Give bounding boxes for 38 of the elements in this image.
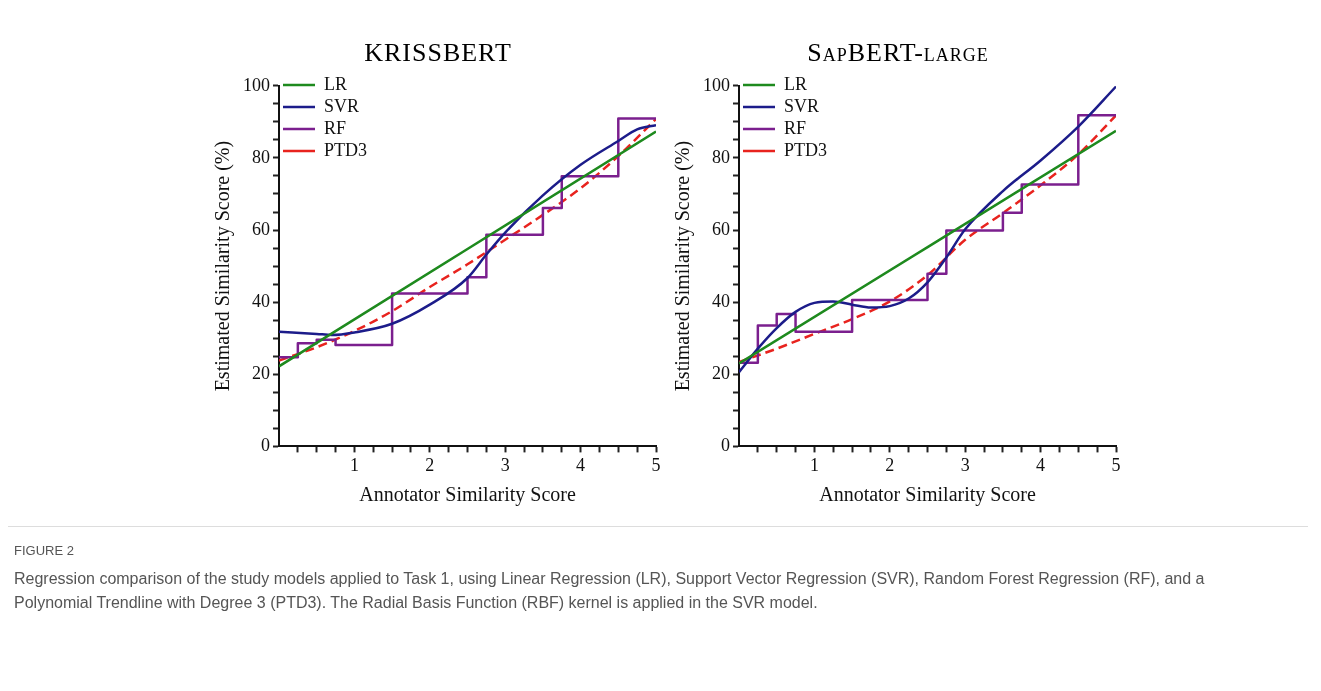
x-tick-label: 4: [1036, 454, 1046, 475]
legend-label: PTD3: [324, 139, 368, 160]
legend-label: RF: [324, 117, 347, 138]
x-tick-label: 1: [349, 454, 359, 475]
x-axis-title: Annotator Similarity Score: [819, 483, 1036, 507]
chart-title: SapBERT-large: [806, 38, 990, 69]
y-tick-label: 0: [261, 435, 270, 456]
y-tick-label: 20: [712, 363, 730, 384]
legend-label: LR: [784, 73, 808, 94]
x-tick-label: 2: [425, 454, 435, 475]
y-axis-title: Estimated Similarity Score (%): [211, 140, 235, 392]
y-axis-title: Estimated Similarity Score (%): [671, 140, 695, 392]
text: Regression comparison of the study models applied to Task 1, using Linear Regression (LR), Support Vector Regression (SVR), Random Forest Regression (RF), and a Polynomial Trendline with Degree 3 (PTD3). The Radial Basis Function (RBF) kernel is applied in the SVR model.: [14, 568, 1206, 613]
x-tick-label: 4: [576, 454, 586, 475]
y-tick-label: 60: [712, 218, 730, 239]
caption: FIGURE 2: [14, 542, 75, 560]
x-tick-label: 5: [1111, 454, 1121, 475]
y-tick-label: 100: [703, 74, 730, 95]
chart-title: KRISSBERT: [363, 38, 513, 69]
legend-label: LR: [324, 73, 348, 94]
x-axis-title: Annotator Similarity Score: [359, 483, 576, 507]
y-tick-label: 80: [252, 146, 270, 167]
x-tick-label: 3: [960, 454, 970, 475]
y-tick-label: 40: [252, 290, 270, 311]
legend-label: SVR: [784, 95, 820, 116]
y-tick-label: 80: [712, 146, 730, 167]
y-tick-label: 20: [252, 363, 270, 384]
x-tick-label: 2: [885, 454, 895, 475]
legend-label: SVR: [324, 95, 360, 116]
x-tick-label: 3: [500, 454, 510, 475]
x-tick-label: 1: [809, 454, 819, 475]
y-tick-label: 0: [721, 435, 730, 456]
y-tick-label: 100: [243, 74, 270, 95]
y-tick-label: 60: [252, 218, 270, 239]
x-tick-label: 5: [651, 454, 661, 475]
y-tick-label: 40: [712, 290, 730, 311]
legend-label: RF: [784, 117, 807, 138]
legend-label: PTD3: [784, 139, 828, 160]
